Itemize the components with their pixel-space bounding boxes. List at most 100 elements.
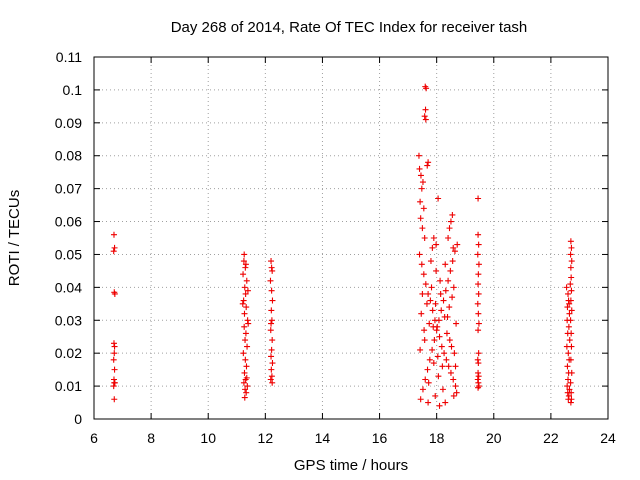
data-point [474, 300, 481, 307]
data-point [475, 310, 482, 317]
data-point [567, 317, 574, 324]
data-point [454, 241, 461, 248]
data-point [422, 281, 429, 288]
data-point [244, 287, 251, 294]
data-point [439, 386, 446, 393]
data-point [428, 284, 435, 291]
data-point [268, 264, 275, 271]
data-point [268, 366, 275, 373]
y-tick-label: 0.11 [56, 49, 82, 65]
data-point [474, 376, 481, 383]
data-point [450, 244, 457, 251]
data-point [563, 284, 570, 291]
data-point [417, 396, 424, 403]
data-point [269, 360, 276, 367]
data-point [439, 363, 446, 370]
data-point [475, 195, 482, 202]
data-point [426, 356, 433, 363]
y-tick-label: 0.08 [55, 148, 82, 164]
chart-title: Day 268 of 2014, Rate Of TEC Index for r… [171, 19, 528, 36]
data-point [475, 360, 482, 367]
y-tick-label: 0.02 [55, 345, 82, 361]
data-point [453, 389, 460, 396]
data-point [475, 241, 482, 248]
data-point [243, 374, 250, 381]
grid [94, 57, 608, 419]
data-point [267, 376, 274, 383]
data-point [475, 369, 482, 376]
data-point [452, 363, 459, 370]
data-point [427, 258, 434, 265]
data-point [445, 363, 452, 370]
data-point [475, 373, 482, 380]
data-point [110, 231, 117, 238]
data-point [475, 350, 482, 357]
data-point [418, 261, 425, 268]
data-point [421, 235, 428, 241]
y-tick-label: 0.03 [55, 312, 82, 328]
data-point [240, 297, 247, 304]
data-point [242, 356, 249, 363]
data-point [241, 394, 248, 401]
data-point [449, 258, 456, 265]
data-point [243, 304, 250, 311]
data-point [450, 284, 457, 291]
data-point [566, 386, 573, 393]
data-point [475, 327, 482, 334]
data-point [450, 376, 457, 383]
data-point [427, 297, 434, 304]
data-point [416, 251, 423, 258]
data-point [416, 165, 423, 172]
data-point [568, 274, 575, 281]
data-point [417, 172, 424, 179]
data-point [422, 116, 429, 123]
data-point [429, 307, 436, 314]
data-point [568, 389, 575, 396]
data-point [415, 152, 422, 159]
data-point [441, 350, 448, 357]
data-point [269, 297, 276, 304]
data-point [418, 310, 425, 317]
data-point [435, 373, 442, 380]
y-tick-label: 0 [74, 411, 82, 427]
data-point [568, 396, 575, 403]
data-point [565, 392, 572, 399]
x-tick-label: 12 [258, 430, 274, 446]
data-point [243, 277, 250, 284]
data-point [239, 300, 246, 307]
data-point [433, 327, 440, 334]
y-axis-label: ROTI / TECUs [6, 190, 23, 286]
x-tick-label: 24 [600, 430, 616, 446]
data-point [445, 277, 452, 284]
data-point [429, 346, 436, 353]
data-point [436, 333, 443, 340]
data-point [245, 320, 252, 327]
data-point [110, 248, 117, 255]
data-point [269, 379, 276, 386]
data-point [568, 369, 575, 376]
data-point [452, 383, 459, 390]
x-tick-label: 10 [200, 430, 216, 446]
data-point [449, 294, 456, 301]
data-point [433, 241, 440, 248]
data-point [430, 323, 437, 330]
data-point [268, 373, 275, 380]
y-tick-label: 0.05 [55, 246, 82, 262]
data-point [417, 346, 424, 353]
y-tick-label: 0.06 [55, 214, 82, 230]
plot-area-frame [93, 56, 609, 420]
data-point [241, 369, 248, 376]
y-tick-label: 0.09 [55, 115, 82, 131]
data-point [268, 320, 275, 327]
data-point [430, 235, 437, 241]
data-point [565, 290, 572, 297]
data-point [565, 323, 572, 330]
data-points [110, 83, 575, 409]
data-point [567, 399, 574, 406]
data-point [438, 307, 445, 314]
data-point [431, 337, 438, 344]
data-point [242, 261, 249, 268]
data-point [240, 379, 247, 386]
data-point [242, 386, 249, 393]
